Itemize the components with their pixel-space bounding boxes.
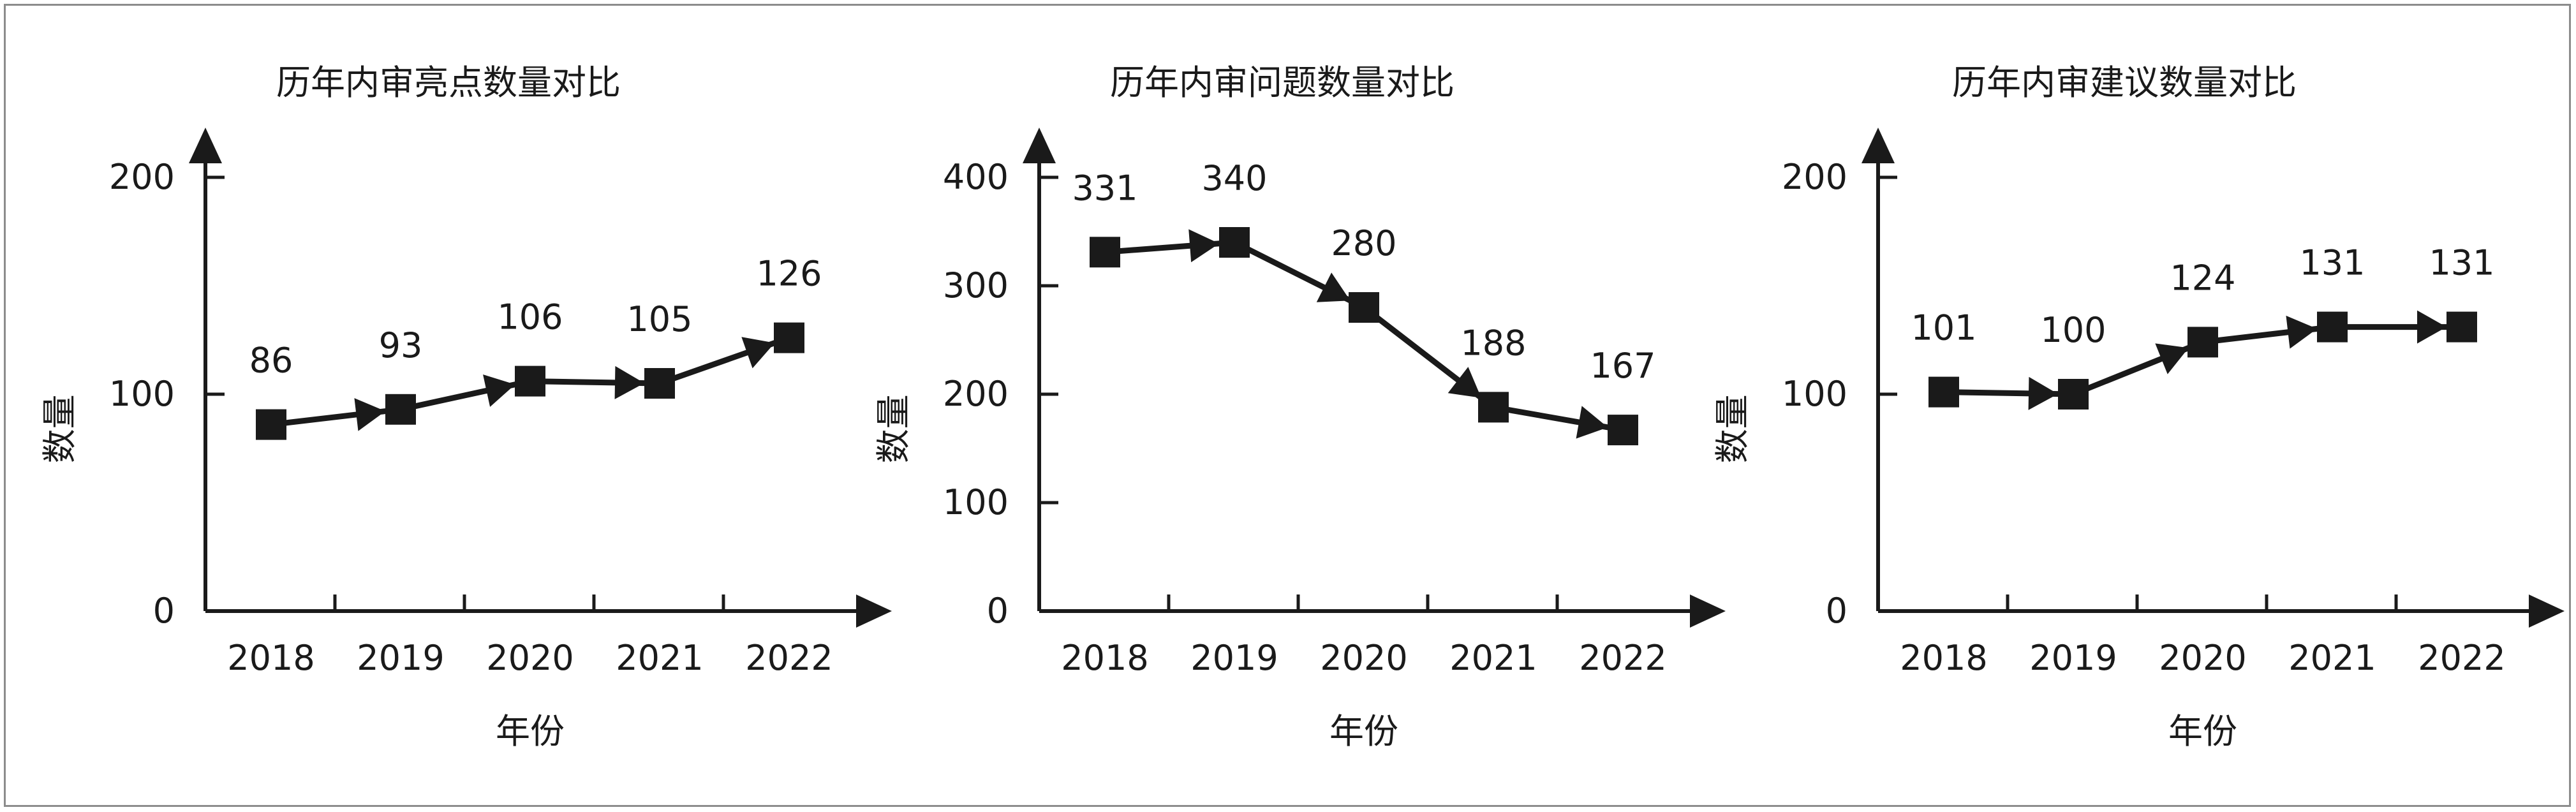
y-tick-label: 200 bbox=[1782, 157, 1847, 197]
data-label: 106 bbox=[497, 297, 563, 337]
data-label: 167 bbox=[1590, 346, 1655, 386]
data-label: 100 bbox=[2040, 310, 2106, 350]
data-point-marker bbox=[2317, 311, 2348, 343]
series-arrowhead bbox=[2155, 343, 2189, 374]
x-tick-label: 2018 bbox=[1900, 638, 1987, 678]
x-tick-label: 2021 bbox=[2288, 638, 2376, 678]
series-arrowhead bbox=[2028, 376, 2059, 410]
y-axis-arrow bbox=[1023, 128, 1056, 163]
chart-title: 历年内审亮点数量对比 bbox=[276, 63, 621, 103]
series-arrowhead bbox=[483, 374, 515, 407]
data-label: 188 bbox=[1460, 323, 1526, 363]
x-tick-label: 2022 bbox=[1579, 638, 1666, 678]
data-label: 105 bbox=[626, 299, 692, 339]
chart-title: 历年内审问题数量对比 bbox=[1110, 63, 1455, 103]
data-label: 101 bbox=[1911, 308, 1976, 348]
series-arrowhead bbox=[741, 337, 775, 369]
y-tick-label: 100 bbox=[943, 482, 1009, 522]
data-point-marker bbox=[1478, 392, 1509, 423]
y-tick-label: 0 bbox=[153, 591, 175, 631]
y-tick-label: 100 bbox=[109, 374, 175, 414]
data-point-marker bbox=[256, 409, 286, 440]
data-point-marker bbox=[1219, 227, 1250, 258]
x-tick-label: 2020 bbox=[2159, 638, 2246, 678]
data-point-marker bbox=[2187, 327, 2218, 358]
y-tick-label: 400 bbox=[943, 157, 1009, 197]
series-arrowhead bbox=[1447, 367, 1481, 398]
y-axis-arrow bbox=[189, 128, 222, 163]
x-axis-label: 年份 bbox=[1329, 711, 1398, 751]
data-label: 340 bbox=[1201, 158, 1267, 198]
x-tick-label: 2019 bbox=[357, 638, 444, 678]
y-tick-label: 200 bbox=[943, 374, 1009, 414]
series-arrowhead bbox=[1576, 406, 1608, 439]
series-arrowhead bbox=[2417, 310, 2446, 344]
y-tick-label: 100 bbox=[1782, 374, 1847, 414]
chart-panel-3: 历年内审建议数量对比 0 100 200 2018 2019 2020 2021 2022 年份 数… bbox=[1712, 63, 2565, 751]
x-tick-label: 2018 bbox=[1061, 638, 1148, 678]
x-axis-label: 年份 bbox=[496, 711, 565, 751]
x-tick-label: 2020 bbox=[1320, 638, 1407, 678]
data-point-marker bbox=[774, 322, 804, 353]
data-point-marker bbox=[1090, 237, 1120, 268]
x-tick-label: 2021 bbox=[1449, 638, 1537, 678]
data-label: 126 bbox=[756, 254, 822, 294]
x-tick-label: 2019 bbox=[1190, 638, 1278, 678]
data-point-marker bbox=[2058, 379, 2089, 410]
x-tick-label: 2019 bbox=[2029, 638, 2117, 678]
x-axis-arrow bbox=[2529, 594, 2565, 628]
data-point-marker bbox=[385, 394, 416, 425]
y-tick-label: 300 bbox=[943, 265, 1009, 306]
data-point-marker bbox=[515, 365, 545, 397]
y-tick-label: 200 bbox=[109, 157, 175, 197]
series-arrowhead bbox=[354, 398, 386, 431]
x-tick-label: 2020 bbox=[486, 638, 574, 678]
data-label: 124 bbox=[2170, 258, 2235, 298]
y-tick-label: 0 bbox=[1826, 591, 1847, 631]
data-point-marker bbox=[644, 368, 675, 399]
series-arrowhead bbox=[1316, 272, 1351, 302]
x-tick-label: 2021 bbox=[616, 638, 703, 678]
data-label: 131 bbox=[2429, 243, 2494, 283]
data-label: 93 bbox=[379, 325, 423, 365]
x-axis-arrow bbox=[856, 594, 892, 628]
y-axis-label: 数量 bbox=[1712, 394, 1752, 463]
data-label: 131 bbox=[2299, 243, 2365, 283]
data-label: 331 bbox=[1072, 168, 1137, 208]
data-label: 86 bbox=[249, 341, 293, 381]
data-point-marker bbox=[1608, 415, 1638, 446]
data-point-marker bbox=[1349, 292, 1379, 323]
x-axis-arrow bbox=[1690, 594, 1726, 628]
chart-title: 历年内审建议数量对比 bbox=[1952, 63, 2297, 103]
chart-panel-1: 历年内审亮点数量对比 0 100 200 2018 2019 2020 2021 2022 年份 数… bbox=[40, 63, 892, 751]
x-tick-label: 2022 bbox=[2418, 638, 2505, 678]
series-arrowhead bbox=[1188, 229, 1220, 263]
x-axis-label: 年份 bbox=[2168, 711, 2237, 751]
y-tick-label: 0 bbox=[987, 591, 1009, 631]
data-point-marker bbox=[2446, 311, 2477, 343]
series-arrowhead bbox=[614, 365, 645, 399]
x-tick-label: 2018 bbox=[227, 638, 315, 678]
x-tick-label: 2022 bbox=[745, 638, 833, 678]
series-arrowhead bbox=[2286, 315, 2318, 349]
y-axis-label: 数量 bbox=[40, 394, 80, 463]
data-label: 280 bbox=[1331, 223, 1396, 263]
y-axis-label: 数量 bbox=[873, 394, 914, 463]
chart-panel-2: 历年内审问题数量对比 0 100 200 300 400 2018 2019 2020 2021 2… bbox=[873, 63, 1726, 751]
data-point-marker bbox=[1928, 376, 1959, 408]
y-axis-arrow bbox=[1862, 128, 1895, 163]
